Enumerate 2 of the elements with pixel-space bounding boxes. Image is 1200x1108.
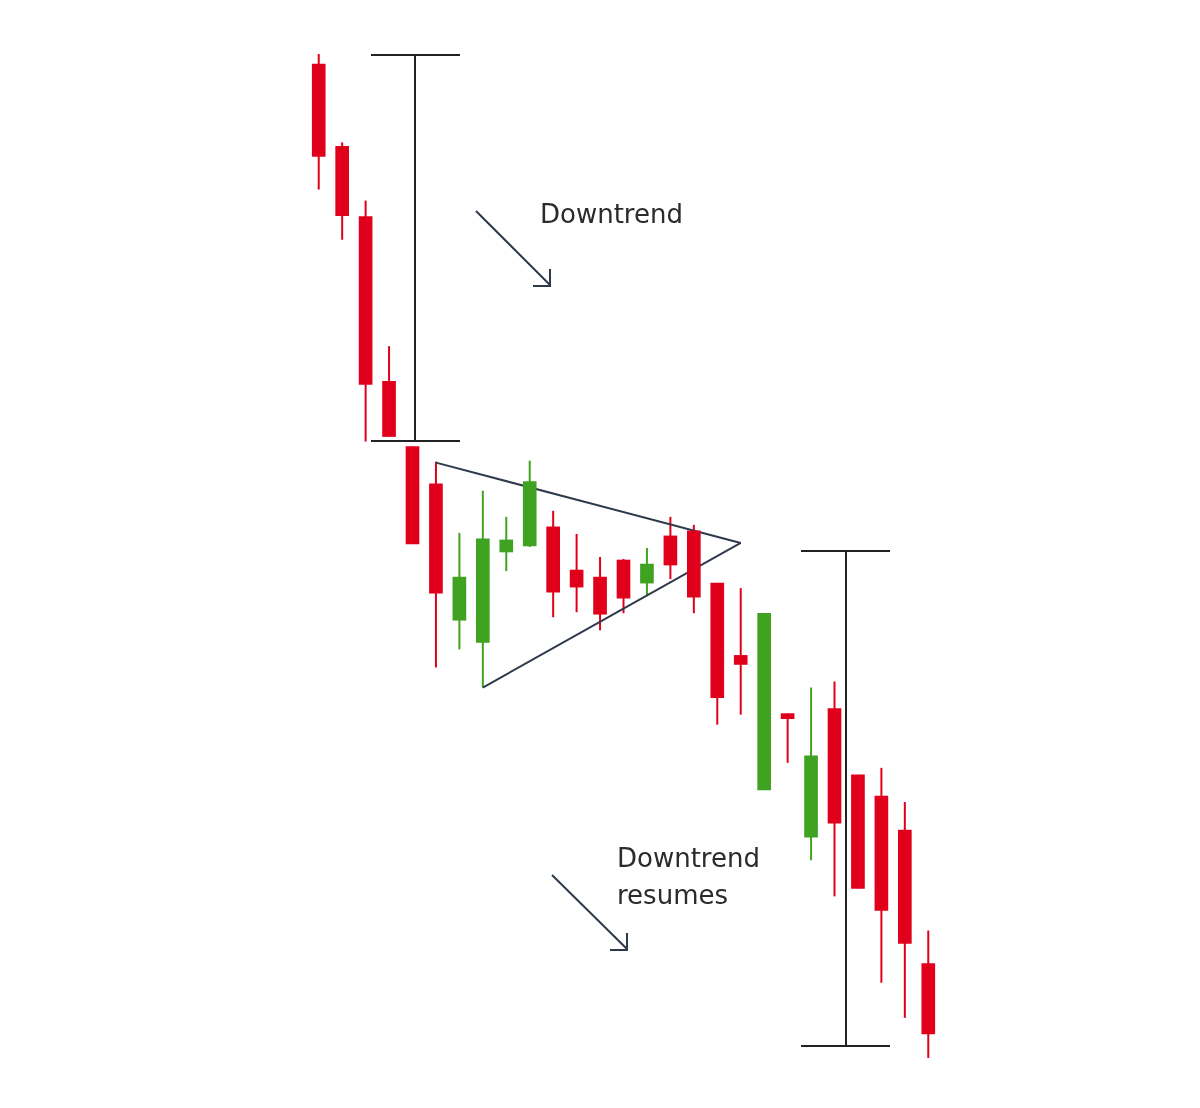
annotation: Downtrend resumes [617,842,761,912]
annotation: Downtrend [540,198,684,231]
